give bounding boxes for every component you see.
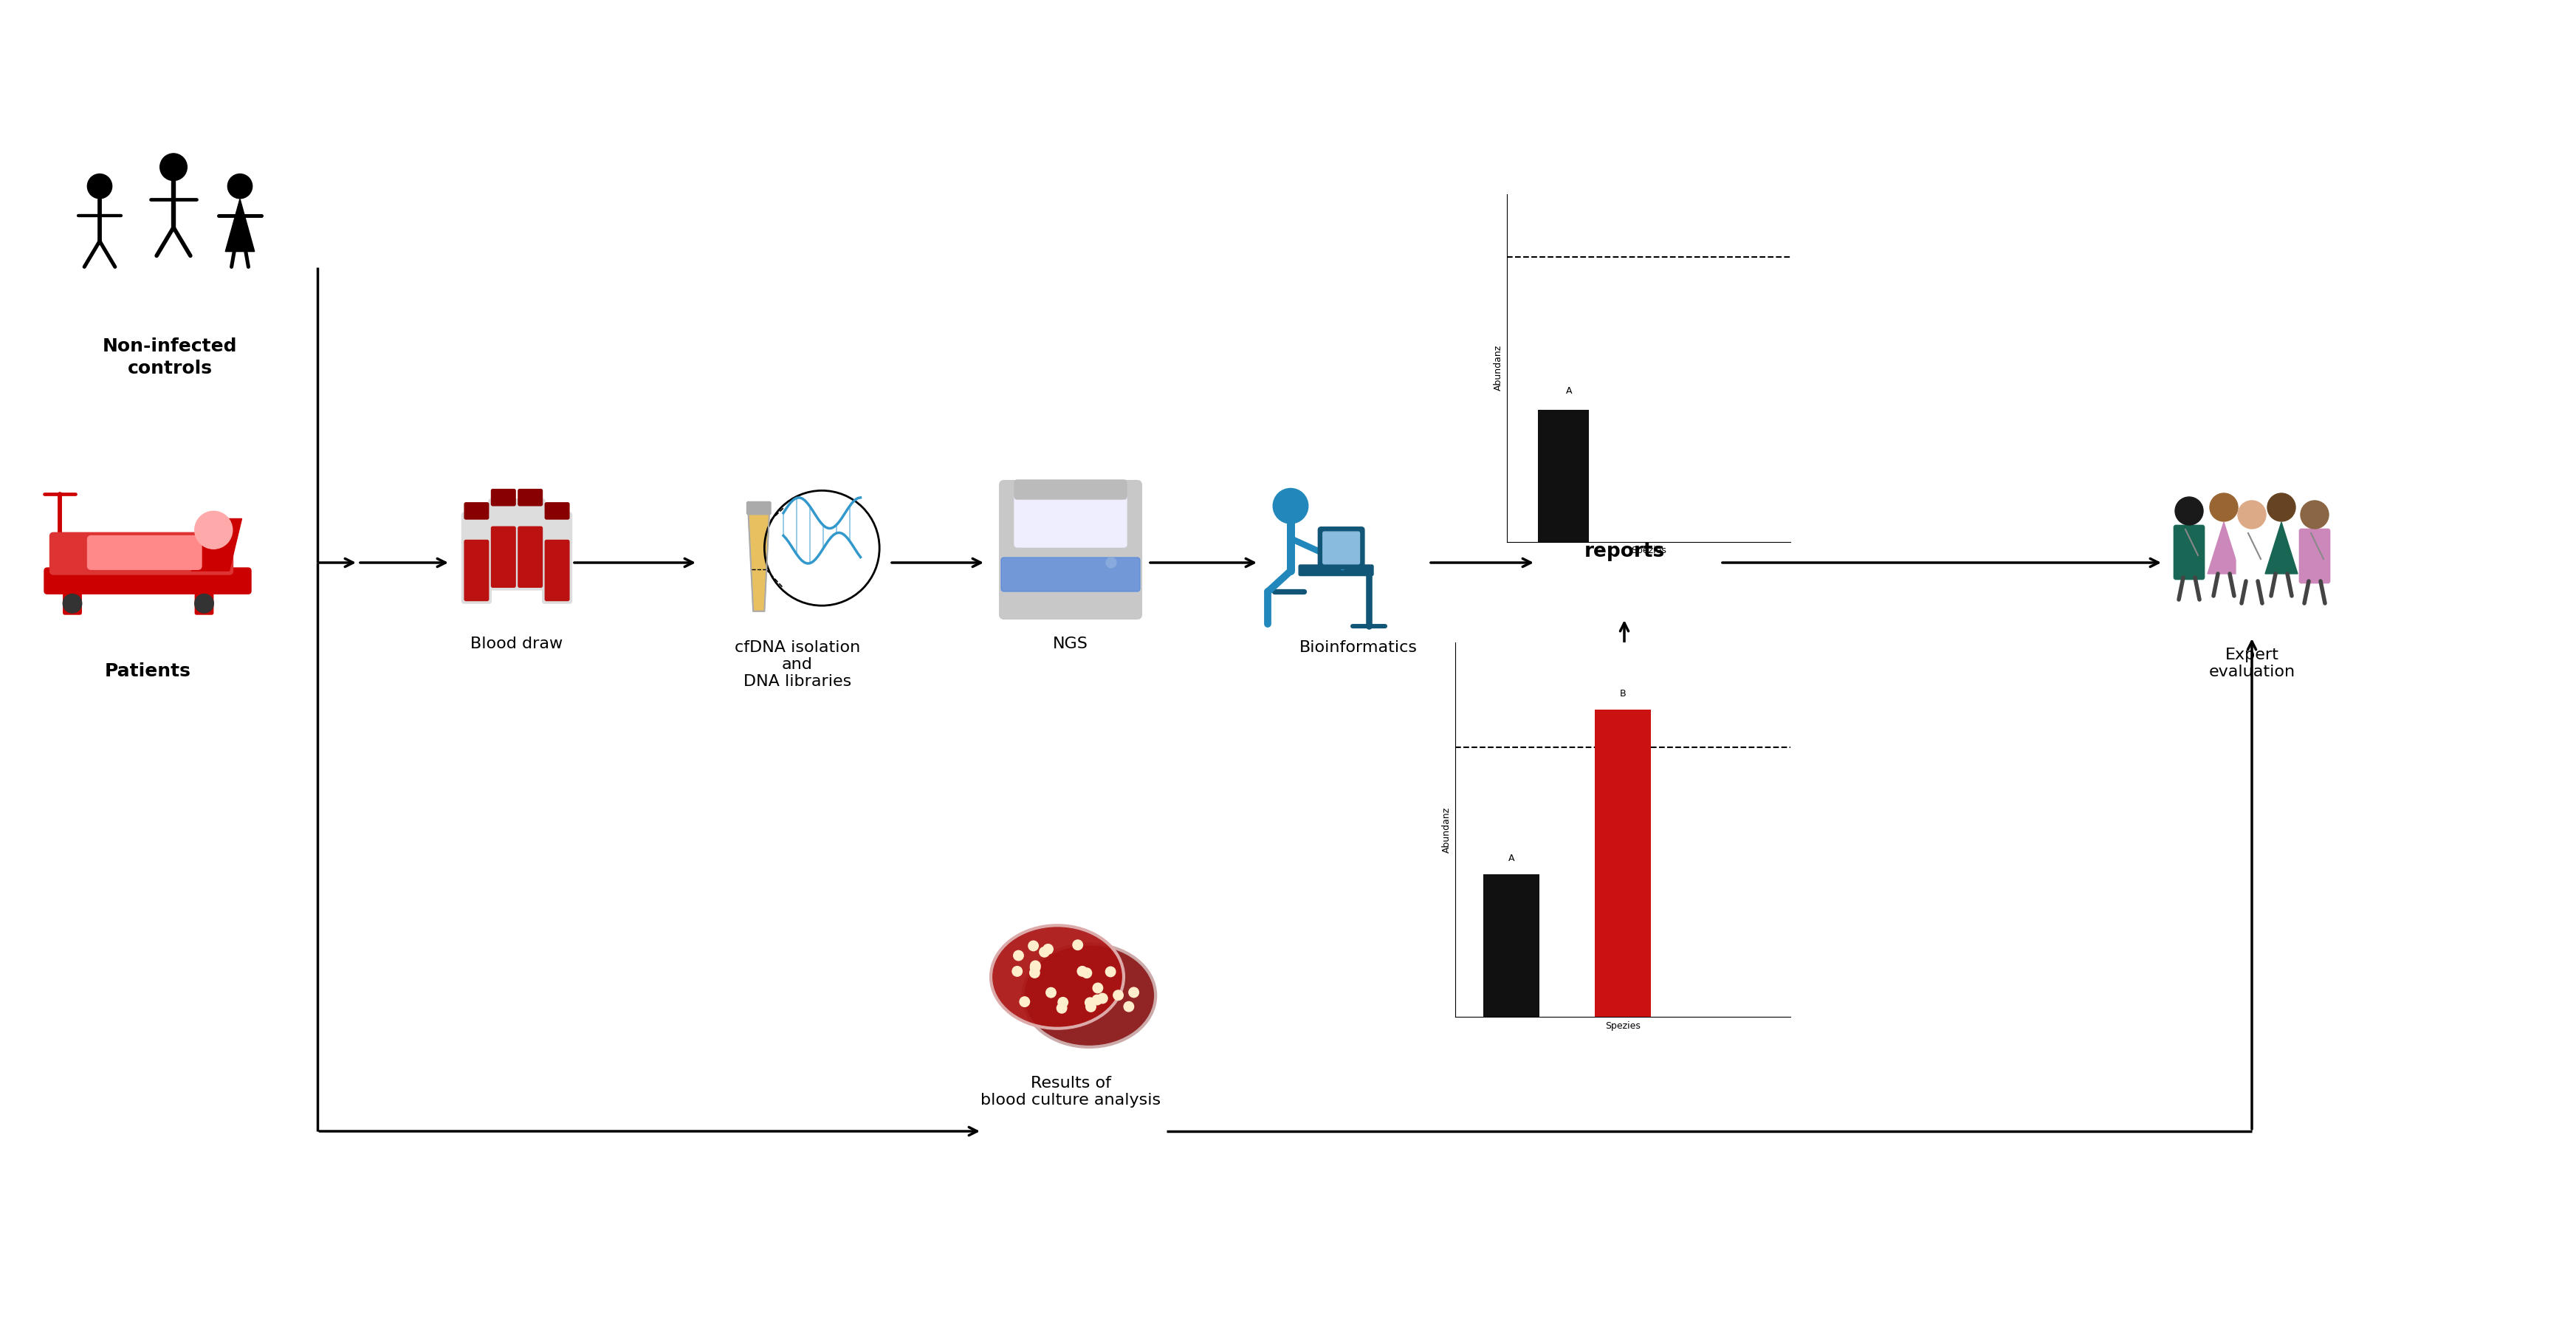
FancyBboxPatch shape bbox=[2236, 529, 2267, 583]
Text: cfDNA isolation
and
DNA libraries: cfDNA isolation and DNA libraries bbox=[734, 640, 860, 689]
Circle shape bbox=[196, 594, 214, 613]
FancyBboxPatch shape bbox=[546, 541, 569, 601]
Circle shape bbox=[1012, 966, 1023, 977]
Circle shape bbox=[1105, 558, 1115, 567]
Circle shape bbox=[1020, 997, 1030, 1006]
Circle shape bbox=[1077, 966, 1087, 977]
Polygon shape bbox=[191, 519, 242, 571]
Text: NGS: NGS bbox=[1054, 637, 1087, 652]
FancyBboxPatch shape bbox=[196, 590, 214, 614]
Circle shape bbox=[1128, 987, 1139, 997]
Polygon shape bbox=[2208, 522, 2241, 574]
FancyBboxPatch shape bbox=[88, 535, 201, 570]
Text: Bioinformatics: Bioinformatics bbox=[1298, 640, 1417, 656]
FancyBboxPatch shape bbox=[544, 512, 572, 603]
FancyBboxPatch shape bbox=[2174, 524, 2205, 579]
Bar bbox=[1484, 875, 1538, 1017]
Text: A: A bbox=[1507, 854, 1515, 863]
FancyBboxPatch shape bbox=[49, 533, 232, 574]
Circle shape bbox=[1113, 990, 1123, 1001]
Y-axis label: Abundanz: Abundanz bbox=[1494, 345, 1502, 391]
X-axis label: Spezies: Spezies bbox=[1605, 1021, 1641, 1030]
FancyBboxPatch shape bbox=[492, 490, 515, 506]
X-axis label: Spezies: Spezies bbox=[1631, 546, 1667, 555]
FancyBboxPatch shape bbox=[1015, 494, 1126, 547]
Y-axis label: Abundanz: Abundanz bbox=[1443, 807, 1450, 852]
Bar bbox=[1595, 709, 1651, 1017]
Circle shape bbox=[1097, 993, 1108, 1004]
Text: B: B bbox=[1620, 689, 1625, 698]
Circle shape bbox=[1072, 941, 1082, 950]
FancyBboxPatch shape bbox=[1324, 531, 1360, 565]
Ellipse shape bbox=[1023, 945, 1157, 1048]
Circle shape bbox=[1028, 941, 1038, 951]
Text: Expert
evaluation: Expert evaluation bbox=[2208, 648, 2295, 680]
FancyBboxPatch shape bbox=[489, 499, 518, 590]
Text: Blood draw: Blood draw bbox=[471, 637, 564, 652]
Circle shape bbox=[88, 174, 111, 198]
Circle shape bbox=[1082, 967, 1092, 978]
Circle shape bbox=[62, 594, 82, 613]
Circle shape bbox=[1092, 995, 1103, 1005]
Text: A: A bbox=[1566, 387, 1571, 396]
Text: Patients: Patients bbox=[106, 662, 191, 680]
Circle shape bbox=[196, 511, 232, 549]
FancyBboxPatch shape bbox=[2300, 529, 2331, 583]
Ellipse shape bbox=[992, 926, 1123, 1029]
Circle shape bbox=[1041, 947, 1048, 957]
Circle shape bbox=[2210, 494, 2239, 522]
Circle shape bbox=[1043, 945, 1054, 954]
Circle shape bbox=[1123, 1002, 1133, 1012]
FancyBboxPatch shape bbox=[461, 512, 492, 603]
FancyBboxPatch shape bbox=[1298, 565, 1373, 575]
Circle shape bbox=[2174, 496, 2202, 524]
FancyBboxPatch shape bbox=[64, 590, 82, 614]
Circle shape bbox=[1046, 987, 1056, 998]
Circle shape bbox=[1030, 961, 1041, 971]
Circle shape bbox=[2300, 500, 2329, 529]
Bar bbox=[1538, 409, 1589, 542]
Polygon shape bbox=[747, 512, 770, 611]
FancyBboxPatch shape bbox=[1015, 480, 1126, 499]
FancyBboxPatch shape bbox=[515, 499, 546, 590]
Text: Results of
blood culture analysis: Results of blood culture analysis bbox=[981, 1076, 1162, 1108]
FancyBboxPatch shape bbox=[1002, 558, 1141, 591]
Polygon shape bbox=[224, 199, 255, 252]
Circle shape bbox=[160, 154, 188, 181]
Circle shape bbox=[1084, 998, 1095, 1008]
Circle shape bbox=[1056, 1004, 1066, 1013]
FancyBboxPatch shape bbox=[747, 502, 770, 515]
Text: NGS patient
reports: NGS patient reports bbox=[1558, 520, 1690, 561]
FancyBboxPatch shape bbox=[999, 480, 1141, 618]
Circle shape bbox=[1030, 967, 1041, 978]
Polygon shape bbox=[2264, 522, 2298, 574]
FancyBboxPatch shape bbox=[518, 527, 544, 587]
Circle shape bbox=[1105, 967, 1115, 977]
FancyBboxPatch shape bbox=[464, 503, 489, 519]
Circle shape bbox=[2267, 494, 2295, 522]
FancyBboxPatch shape bbox=[492, 527, 515, 587]
Circle shape bbox=[1030, 962, 1041, 973]
Circle shape bbox=[1092, 983, 1103, 993]
Circle shape bbox=[1059, 997, 1069, 1008]
Text: Non-infected
controls: Non-infected controls bbox=[103, 337, 237, 377]
FancyBboxPatch shape bbox=[518, 490, 544, 506]
Circle shape bbox=[1273, 488, 1309, 523]
FancyBboxPatch shape bbox=[464, 541, 489, 601]
Circle shape bbox=[2239, 500, 2267, 529]
Circle shape bbox=[1012, 950, 1023, 961]
Circle shape bbox=[227, 174, 252, 198]
Circle shape bbox=[1087, 1002, 1095, 1012]
FancyBboxPatch shape bbox=[44, 567, 250, 594]
FancyBboxPatch shape bbox=[1319, 527, 1365, 569]
FancyBboxPatch shape bbox=[546, 503, 569, 519]
